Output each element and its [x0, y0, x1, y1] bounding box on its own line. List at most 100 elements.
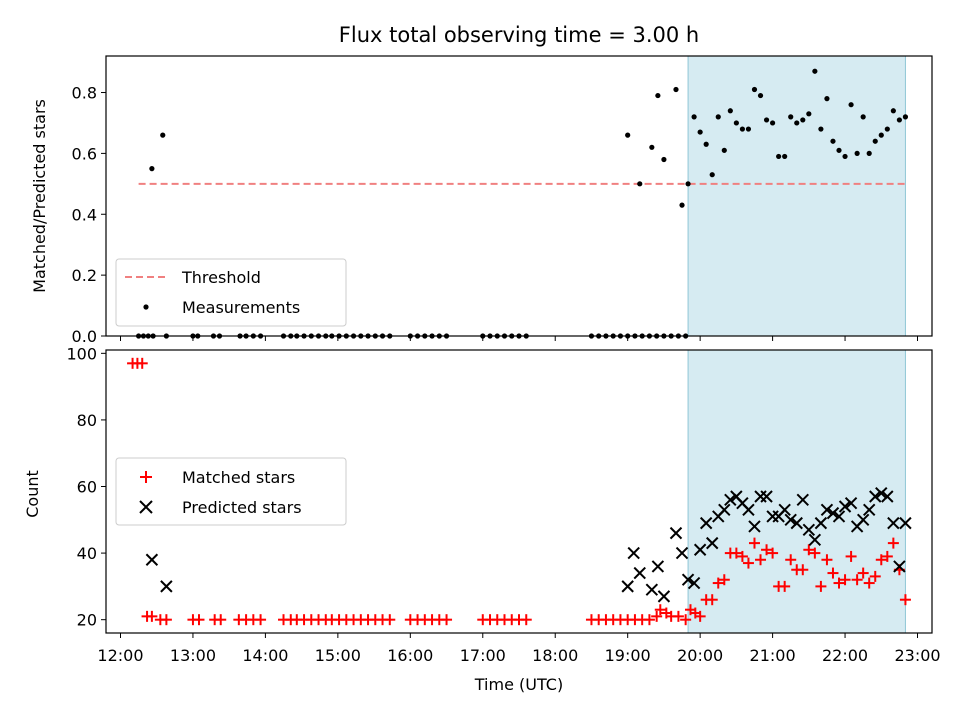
predicted-point: [784, 513, 797, 527]
matched-point: [680, 614, 692, 626]
matched-point: [193, 614, 205, 626]
measurement-point: [836, 147, 842, 153]
legend-measurements-swatch: [143, 304, 149, 310]
measurement-point: [703, 141, 709, 147]
measurement-point: [860, 114, 866, 120]
predicted-point: [145, 553, 159, 566]
top-y-tick-label: 0.2: [72, 266, 97, 285]
matched-point: [712, 577, 724, 589]
top-legend-box: [115, 258, 347, 327]
measurement-point: [679, 202, 685, 208]
x-tick-label: 15:00: [315, 646, 361, 665]
measurement-point: [673, 86, 679, 93]
matched-point: [767, 547, 779, 559]
measurement-point: [763, 117, 770, 123]
top-axes-frame: [105, 55, 933, 337]
predicted-point: [778, 503, 791, 517]
matched-point: [875, 554, 887, 566]
bottom-y-tick-label: 100: [66, 344, 97, 363]
measurement-point: [751, 86, 758, 93]
matched-point: [851, 574, 863, 586]
x-tick-label: 22:00: [822, 646, 868, 665]
matched-point: [730, 547, 742, 559]
x-tick-label: 14:00: [242, 646, 288, 665]
legend-matched-label: Matched stars: [182, 468, 295, 487]
measurement-point: [715, 114, 721, 120]
measurement-point: [866, 150, 872, 156]
predicted-point: [718, 503, 731, 517]
x-axis-label: Time (UTC): [474, 675, 563, 694]
x-tick-label: 20:00: [677, 646, 723, 665]
bottom-y-tick-label: 80: [77, 411, 97, 430]
measurement-point: [637, 181, 643, 187]
bottom-predicted-points: [145, 486, 912, 603]
predicted-point: [669, 526, 683, 540]
measurement-point: [697, 129, 703, 135]
predicted-point: [706, 536, 719, 550]
predicted-point: [826, 506, 840, 520]
predicted-point: [724, 493, 737, 507]
top-panel: 0.00.20.40.60.8 Matched/Predicted stars …: [30, 55, 933, 346]
measurement-point: [733, 120, 739, 126]
measurement-point: [160, 132, 166, 138]
legend-measurements-label: Measurements: [182, 298, 300, 317]
predicted-point: [893, 560, 906, 573]
legend-matched-swatch: [140, 471, 152, 483]
measurement-point: [824, 96, 830, 102]
bottom-legend-box: [115, 457, 347, 526]
measurement-point: [782, 153, 788, 160]
legend-threshold-label: Threshold: [181, 268, 261, 287]
matched-point: [899, 594, 911, 606]
matched-point: [654, 604, 666, 616]
legend-predicted-swatch: [139, 500, 153, 514]
bottom-shaded-rect: [687, 349, 906, 634]
predicted-point: [742, 503, 755, 517]
matched-point: [755, 554, 767, 566]
top-y-ticks: 0.0 0.2 0.4 0.6 0.8: [72, 84, 106, 346]
predicted-point: [651, 560, 665, 573]
matched-point: [736, 550, 748, 562]
measurement-point: [830, 138, 836, 144]
bottom-panel: 20 40 60 80 100 12:00 13:00 14:00 15:00 16:00 17:…: [23, 344, 941, 694]
predicted-point: [675, 546, 689, 560]
predicted-point: [844, 496, 858, 510]
top-y-tick-label: 0.4: [72, 205, 97, 224]
top-y-tick-label: 0.8: [72, 84, 97, 103]
legend-predicted-label: Predicted stars: [182, 498, 302, 517]
predicted-point: [820, 503, 834, 517]
measurement-point: [655, 92, 661, 99]
bottom-axes-frame: [105, 349, 933, 634]
matched-point: [857, 567, 869, 579]
bottom-y-tick-label: 20: [77, 611, 97, 630]
matched-point: [718, 574, 730, 586]
bottom-legend: Matched stars Predicted stars: [115, 457, 347, 526]
x-tick-label: 19:00: [605, 646, 651, 665]
measurement-point: [842, 153, 848, 160]
x-tick-label: 18:00: [532, 646, 578, 665]
matched-point: [797, 564, 809, 576]
matched-point: [887, 537, 899, 549]
measurement-point: [739, 126, 746, 132]
predicted-point: [627, 546, 640, 560]
predicted-point: [693, 543, 707, 556]
matched-point: [833, 577, 845, 589]
measurement-point: [794, 120, 800, 126]
measurement-point: [884, 126, 890, 132]
predicted-point: [838, 500, 852, 513]
measurement-point: [848, 102, 854, 108]
bottom-y-tick-label: 40: [77, 544, 97, 563]
measurement-point: [800, 117, 806, 123]
matched-point: [839, 574, 851, 586]
x-tick-label: 23:00: [894, 646, 940, 665]
measurement-point: [691, 114, 697, 120]
measurement-point: [685, 181, 691, 187]
matched-point: [706, 594, 718, 606]
top-x-ticks: [119, 336, 919, 341]
matched-point: [441, 614, 453, 626]
x-tick-label: 17:00: [460, 646, 506, 665]
bottom-y-axis-label: Count: [23, 470, 42, 518]
matched-point: [672, 610, 684, 622]
matched-point: [146, 610, 158, 622]
predicted-point: [899, 516, 912, 530]
